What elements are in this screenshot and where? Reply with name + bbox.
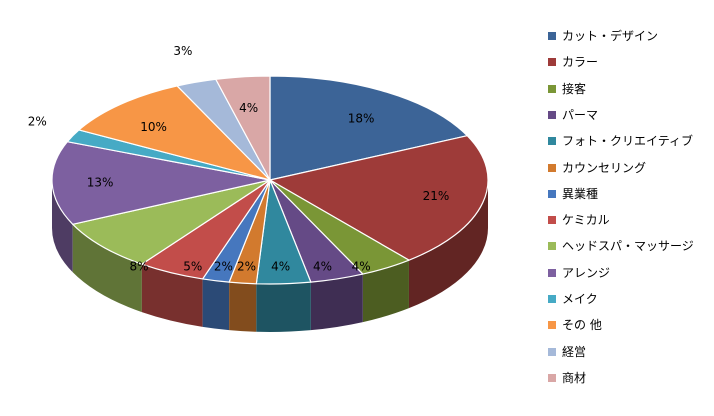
- legend-swatch-14: [548, 373, 556, 382]
- pie-side-7: [202, 278, 230, 331]
- legend-swatch-4: [548, 110, 556, 119]
- legend-label-4: パーマ: [562, 107, 599, 122]
- pie-slice-2: [269, 135, 489, 261]
- legend-swatch-12: [548, 321, 556, 330]
- legend-swatch-3: [548, 84, 556, 93]
- pie-slice-10: [51, 141, 271, 225]
- legend-label-7: 異業種: [562, 186, 599, 201]
- legend-item-3: 接客: [548, 79, 586, 99]
- pie-sides: [52, 180, 488, 332]
- pie-side-8: [141, 264, 203, 327]
- slice-label-1: 18%: [348, 112, 375, 126]
- pie-side-5: [256, 282, 311, 332]
- slice-label-9: 8%: [129, 259, 148, 273]
- legend-swatch-13: [548, 347, 556, 356]
- slice-label-6: 2%: [237, 259, 256, 273]
- slice-label-8: 5%: [183, 259, 202, 273]
- legend-label-12: その 他: [562, 318, 602, 333]
- legend-swatch-7: [548, 189, 556, 198]
- pie-labels: 18% 21% 4% 4% 4% 2% 2% 5% 8% 13% 2% 10% 3% 4%: [28, 44, 450, 273]
- slice-label-2: 21%: [423, 189, 450, 203]
- legend-item-4: パーマ: [548, 105, 598, 125]
- legend-label-5: フォト・クリエイティブ: [562, 134, 694, 149]
- legend-label-11: メイク: [562, 292, 598, 306]
- legend-item-14: 商材: [548, 368, 586, 388]
- legend-swatch-11: [548, 295, 556, 303]
- slice-label-11: 2%: [28, 115, 47, 129]
- legend-label-1: カット・デザイン: [562, 29, 659, 43]
- pie-side-3: [362, 260, 409, 323]
- slice-label-14: 4%: [239, 101, 258, 115]
- pie-slice-9: [72, 179, 271, 265]
- slice-label-7: 2%: [214, 259, 233, 273]
- legend-label-14: 商材: [562, 370, 587, 385]
- legend-label-8: ケミカル: [562, 213, 610, 228]
- pie-side-2: [408, 180, 488, 309]
- legend-item-5: フォト・クリエイティブ: [548, 131, 693, 151]
- legend-item-13: 経営: [548, 342, 586, 362]
- legend-item-11: メイク: [548, 289, 598, 309]
- legend-swatch-6: [548, 163, 556, 172]
- legend-item-2: カラー: [548, 52, 598, 72]
- pie-slice-1: [269, 75, 468, 181]
- pie-slice-12: [78, 85, 271, 181]
- legend-swatch-8: [548, 216, 556, 225]
- slice-label-5: 4%: [271, 259, 290, 273]
- legend-label-9: ヘッドスパ・マッサージ: [562, 239, 694, 254]
- legend-label-3: 接客: [562, 81, 587, 96]
- pie-tops: [51, 75, 489, 285]
- pie-side-9: [72, 224, 142, 313]
- legend-item-8: ケミカル: [548, 210, 610, 230]
- slice-label-4: 4%: [313, 259, 332, 273]
- pie-slice-14: [215, 75, 271, 181]
- slice-label-3: 4%: [352, 259, 371, 273]
- pie-side-4: [310, 274, 363, 331]
- legend-swatch-2: [548, 58, 556, 67]
- legend-item-10: アレンジ: [548, 263, 610, 283]
- legend-item-9: ヘッドスパ・マッサージ: [548, 236, 694, 256]
- legend-swatch-5: [548, 137, 556, 146]
- legend-item-1: カット・デザイン: [548, 26, 658, 46]
- legend-label-2: カラー: [562, 55, 599, 70]
- legend-item-7: 異業種: [548, 184, 598, 204]
- legend-swatch-10: [548, 268, 556, 277]
- legend-swatch-1: [548, 32, 556, 40]
- slice-label-10: 13%: [87, 175, 114, 189]
- legend-label-6: カウンセリング: [562, 160, 647, 175]
- slice-label-12: 10%: [140, 120, 167, 134]
- pie-side-6: [229, 282, 257, 332]
- legend-label-13: 経営: [562, 344, 587, 359]
- legend-item-12: その 他: [548, 315, 602, 335]
- legend-item-6: カウンセリング: [548, 158, 646, 178]
- legend-label-10: アレンジ: [562, 265, 611, 280]
- slice-label-13: 3%: [173, 44, 192, 58]
- legend-swatch-9: [548, 242, 556, 251]
